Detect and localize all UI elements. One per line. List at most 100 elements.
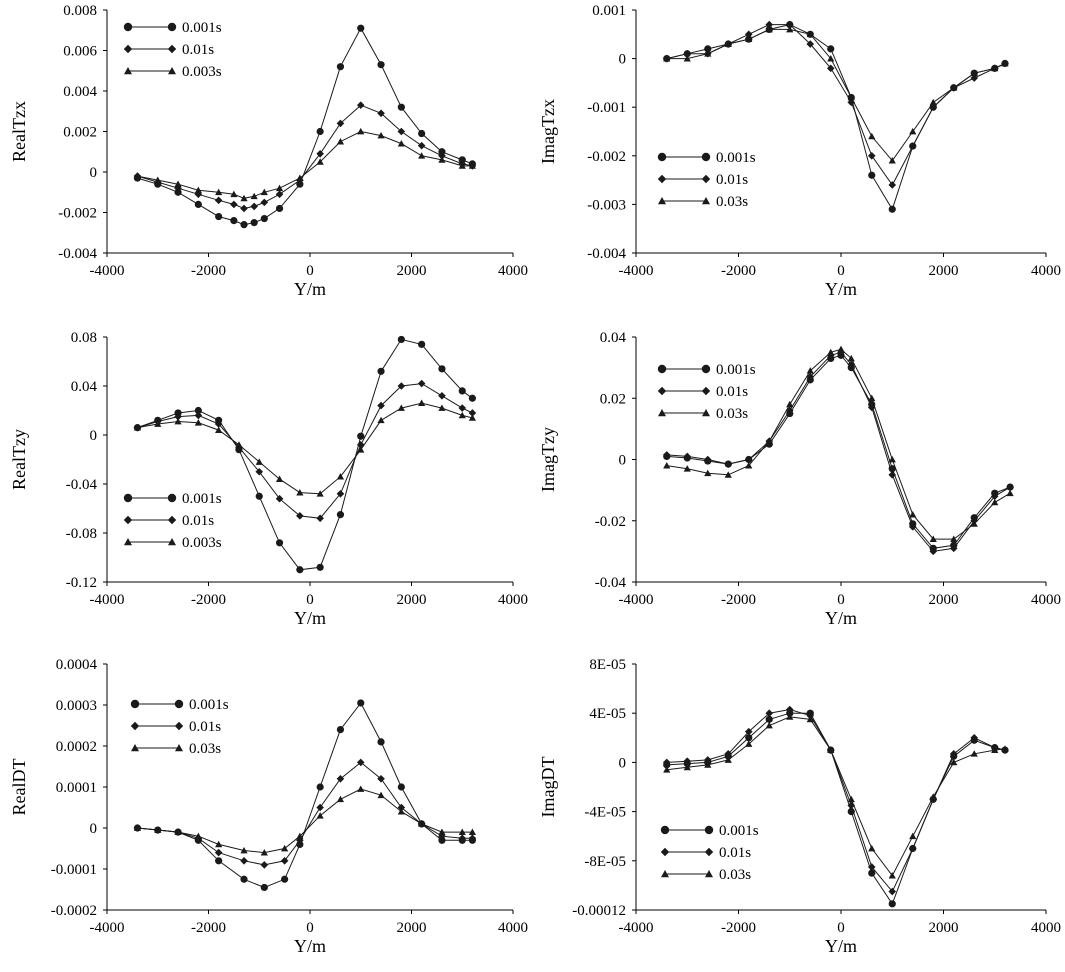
data-point [377,131,385,139]
x-axis-title: Y/m [294,279,326,299]
data-point [356,758,365,767]
legend-entry: 0.001s [657,362,756,378]
y-tick-label: 0 [619,755,627,771]
x-tick-label: -2000 [191,263,226,279]
x-tick-label: 0 [306,263,314,279]
data-point [275,204,284,213]
data-point [765,25,773,33]
legend-marker [130,721,140,731]
data-point [888,181,897,189]
y-axis-title: RealTzy [9,429,29,490]
y-tick-label: -0.0001 [51,862,97,878]
data-point [868,132,876,140]
legend-label: 0.001s [716,362,756,378]
data-point [418,820,426,827]
data-point [377,775,385,783]
legend-marker [174,699,184,709]
y-tick-label: 0 [619,52,627,68]
data-point [154,176,162,183]
data-point [296,488,304,496]
y-tick-label: -0.001 [587,100,626,116]
legend-label: 0.03s [719,867,751,883]
data-point [744,30,753,39]
y-tick-label: 0 [619,453,627,469]
data-point [255,458,263,465]
data-point [377,367,385,375]
data-point [888,465,896,473]
legend-marker [131,744,139,752]
data-point [174,417,182,425]
data-point [235,441,243,448]
data-point [827,746,835,753]
data-point [745,734,753,742]
data-point [724,460,733,468]
y-tick-label: -0.002 [58,206,97,222]
data-point [458,162,466,169]
data-point [847,98,856,107]
x-tick-label: -2000 [721,920,756,936]
y-tick-label: 0.001 [592,3,626,19]
data-point [909,511,917,518]
legend-label: 0.003s [182,64,222,80]
data-point [296,180,304,188]
data-point [316,158,324,165]
data-point [950,84,958,91]
data-point [275,190,284,199]
data-point [174,188,182,196]
data-point [745,462,753,469]
legend-entry: 0.003s [124,535,222,551]
legend-marker [174,721,184,731]
data-point [438,836,446,844]
data-point [275,494,284,503]
legend-marker [705,870,713,878]
data-point [214,420,223,428]
y-tick-label: 0.0002 [56,739,97,755]
y-tick-label: -0.04 [66,477,98,493]
legend-entry: 0.01s [130,719,221,735]
legend-marker [704,847,714,857]
x-tick-label: -2000 [191,920,226,936]
y-tick-label: 0 [90,165,98,181]
data-point [260,883,268,892]
x-axis-title: Y/m [294,608,326,628]
data-point [458,828,466,835]
data-point [827,45,835,53]
data-point [458,411,466,419]
x-tick-label: 4000 [1031,592,1061,608]
data-point [888,900,896,908]
data-point [316,514,324,523]
y-tick-label: 4E-05 [589,706,626,722]
y-tick-label: 0.0003 [56,698,97,714]
legend-entry: 0.03s [658,194,748,210]
legend-label: 0.03s [189,741,221,757]
y-tick-label: -0.08 [66,526,97,542]
data-point [154,826,162,833]
data-point [154,420,162,427]
y-tick-label: -0.12 [66,575,97,591]
data-point [867,152,876,160]
data-point [785,705,794,714]
x-tick-label: -4000 [90,263,125,279]
data-point [336,775,345,783]
data-point [230,217,238,225]
legend-marker [123,44,133,54]
x-tick-label: 0 [306,592,314,608]
data-point [468,394,476,402]
x-tick-label: 0 [837,920,845,936]
data-point [357,432,365,440]
chart-panel-realtzy: -0.12 -0.08 -0.04 0 0.04 0.08 -4000 -2000 0 2000 4… [9,330,528,628]
data-point [888,455,896,463]
data-point [1006,489,1014,497]
data-point [438,148,446,156]
x-tick-label: 2000 [397,920,427,936]
data-point [438,156,446,163]
data-point [868,844,876,852]
data-point [970,74,979,82]
data-point [260,861,269,869]
data-point [704,469,712,477]
legend-marker [168,67,176,75]
x-tick-label: 4000 [1031,263,1061,279]
data-point [929,547,938,556]
legend-marker [661,870,669,878]
